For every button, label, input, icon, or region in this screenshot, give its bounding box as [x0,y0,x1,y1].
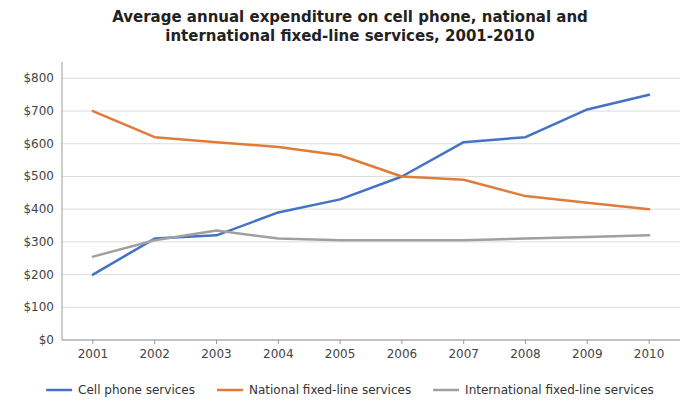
grid-line [62,274,680,275]
y-tick-label: $300 [23,235,54,249]
x-tick [587,340,588,344]
y-tick-label: $100 [23,300,54,314]
x-tick [92,340,93,344]
title: Average annual expenditure on cell phone… [112,8,588,45]
x-tick [340,340,341,344]
legend-swatch [433,389,459,392]
y-tick-label: $800 [23,71,54,85]
axes: $0 $100 $200 $300 $400 $500 $600 $700 $800 2001 20… [23,62,680,361]
x-tick-label: 2003 [201,347,232,361]
legend-item: Cell phone services [46,383,195,397]
x-tick [154,340,155,344]
x-tick-label: 2005 [325,347,356,361]
x-tick-label: 2010 [634,347,665,361]
y-tick-label: $700 [23,104,54,118]
x-tick [649,340,650,344]
legend-item: International fixed-line services [433,383,654,397]
x-tick [401,340,402,344]
y-tick-label: $400 [23,202,54,216]
lines [93,95,649,275]
series-line [93,111,649,209]
series-line [93,95,649,275]
x-tick [216,340,217,344]
x-tick-label: 2004 [263,347,294,361]
x-tick-label: 2009 [572,347,603,361]
legend: Cell phone services National fixed-line s… [46,383,654,397]
grid-line [62,307,680,308]
y-axis-line [62,62,63,340]
x-tick-label: 2001 [78,347,109,361]
grid-line [62,78,680,79]
y-tick-label: $0 [39,333,54,347]
x-tick-label: 2007 [448,347,479,361]
x-tick [463,340,464,344]
x-tick [278,340,279,344]
x-tick-label: 2008 [510,347,541,361]
x-tick-label: 2002 [139,347,170,361]
title-line: international fixed-line services, 2001-… [165,27,535,45]
chart: Average annual expenditure on cell phone… [0,0,700,415]
title-line: Average annual expenditure on cell phone… [112,8,588,26]
legend-label: Cell phone services [78,383,195,397]
y-tick-label: $500 [23,169,54,183]
legend-swatch [46,389,72,392]
grid-line [62,176,680,177]
legend-label: National fixed-line services [249,383,411,397]
y-tick-label: $600 [23,137,54,151]
series-line [93,230,649,256]
legend-label: International fixed-line services [465,383,654,397]
y-tick-label: $200 [23,268,54,282]
x-tick [525,340,526,344]
legend-swatch [217,389,243,392]
x-tick-label: 2006 [387,347,418,361]
grid-line [62,209,680,210]
legend-item: National fixed-line services [217,383,411,397]
grid-line [62,143,680,144]
